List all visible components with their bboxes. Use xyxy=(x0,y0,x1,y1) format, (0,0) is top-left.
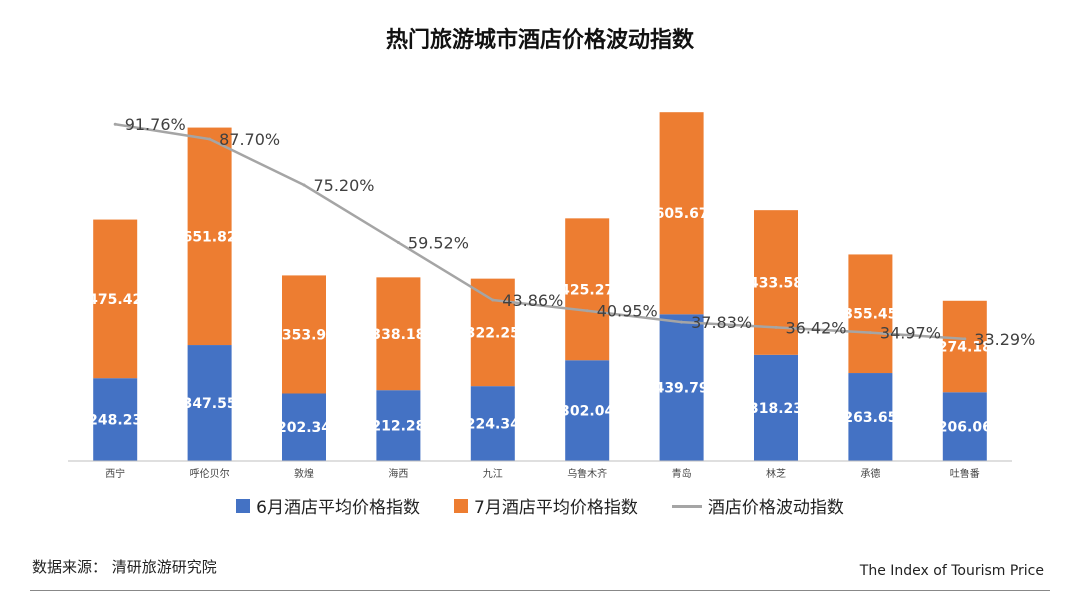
bar-label-july-8: 355.45 xyxy=(843,307,897,323)
fluctuation-point-4 xyxy=(491,298,495,302)
bar-label-june-0: 248.23 xyxy=(88,413,142,429)
x-tick-label-6: 青岛 xyxy=(672,467,692,480)
bar-july-9 xyxy=(942,300,987,393)
bar-labels-layer: 248.23 475.42 347.55 651.82 202.34 353.9 212.2… xyxy=(88,206,992,436)
bar-label-june-9: 206.06 xyxy=(938,420,992,436)
bar-july-0 xyxy=(93,219,138,379)
fluctuation-point-8 xyxy=(868,331,872,335)
bar-label-july-3: 338.18 xyxy=(371,327,425,343)
fluctuation-point-6 xyxy=(680,320,684,324)
bar-label-july-4: 322.25 xyxy=(466,325,520,341)
fluctuation-label-7: 36.42% xyxy=(785,318,846,337)
fluctuation-label-2: 75.20% xyxy=(313,176,374,195)
fluctuation-line xyxy=(115,123,965,341)
fluctuation-label-4: 43.86% xyxy=(502,291,563,310)
x-labels-layer: 西宁 呼伦贝尔 敦煌 海西 九江 乌鲁木齐 青岛 林芝 承德 吐鲁番 xyxy=(105,467,980,480)
x-tick-label-4: 九江 xyxy=(483,468,503,480)
fluctuation-point-7 xyxy=(774,325,778,329)
bar-july-3 xyxy=(376,277,421,391)
legend-item-july: 7月酒店平均价格指数 xyxy=(454,493,638,518)
bar-july-6 xyxy=(659,112,704,315)
x-tick-label-8: 承德 xyxy=(860,467,880,480)
bar-label-june-3: 212.28 xyxy=(371,419,425,435)
legend-swatch-fluctuation xyxy=(671,504,702,508)
fluctuation-point-2 xyxy=(302,183,306,187)
fluctuation-label-9: 33.29% xyxy=(974,330,1035,349)
fluctuation-point-9 xyxy=(963,337,967,341)
legend-label-fluctuation: 酒店价格波动指数 xyxy=(707,498,844,518)
legend-swatch-june xyxy=(236,498,251,513)
line-layer: 91.76% 87.70% 75.20% 59.52% 43.86% 40.95% 37.8… xyxy=(113,115,1035,349)
fluctuation-label-6: 37.83% xyxy=(691,313,752,332)
x-tick-label-5: 乌鲁木齐 xyxy=(567,467,607,480)
bar-label-july-5: 425.27 xyxy=(560,282,614,298)
legend-label-june: 6月酒店平均价格指数 xyxy=(256,498,420,518)
bar-label-june-1: 347.55 xyxy=(183,396,237,412)
footer-divider xyxy=(30,590,1050,591)
bar-july-2 xyxy=(282,275,326,394)
bar-july-7 xyxy=(754,210,798,355)
bar-label-june-4: 224.34 xyxy=(466,417,520,433)
fluctuation-label-8: 34.97% xyxy=(880,324,941,343)
fluctuation-label-1: 87.70% xyxy=(219,130,280,149)
fluctuation-point-3 xyxy=(396,241,400,245)
brand-text: The Index of Tourism Price xyxy=(859,563,1044,579)
x-tick-label-7: 林芝 xyxy=(766,467,786,480)
bar-june-2 xyxy=(282,393,326,461)
bar-july-5 xyxy=(565,218,610,361)
bar-july-8 xyxy=(848,254,893,374)
bar-label-july-1: 651.82 xyxy=(183,229,237,245)
fluctuation-point-1 xyxy=(208,137,212,141)
bar-june-6 xyxy=(659,314,704,461)
bars-layer xyxy=(93,112,987,461)
bar-label-june-6: 439.79 xyxy=(655,381,709,397)
bar-label-june-2: 202.34 xyxy=(277,420,331,436)
bar-label-july-9: 274.18 xyxy=(938,340,992,356)
legend-swatch-july xyxy=(454,498,468,513)
legend-item-june: 6月酒店平均价格指数 xyxy=(236,493,420,518)
bar-label-july-6: 605.67 xyxy=(655,206,709,222)
bar-june-1 xyxy=(187,345,232,461)
fluctuation-point-0 xyxy=(113,122,117,126)
bar-june-7 xyxy=(754,354,798,461)
x-tick-label-3: 海西 xyxy=(388,467,408,480)
bar-label-july-2: 353.9 xyxy=(282,327,326,343)
bar-june-4 xyxy=(470,386,515,461)
legend-label-july: 7月酒店平均价格指数 xyxy=(474,498,638,518)
bar-june-3 xyxy=(376,390,421,461)
fluctuation-point-5 xyxy=(585,309,589,313)
x-tick-label-1: 呼伦贝尔 xyxy=(190,467,230,480)
fluctuation-label-3: 59.52% xyxy=(408,234,469,253)
bar-label-june-8: 263.65 xyxy=(843,410,897,426)
bar-label-june-7: 318.23 xyxy=(749,401,803,417)
x-tick-label-2: 敦煌 xyxy=(294,467,314,480)
x-tick-label-0: 西宁 xyxy=(105,467,125,480)
fluctuation-label-5: 40.95% xyxy=(597,302,658,321)
bar-label-july-0: 475.42 xyxy=(88,292,142,308)
bar-july-4 xyxy=(470,278,515,387)
bar-june-0 xyxy=(93,378,138,461)
bar-june-9 xyxy=(942,392,987,461)
legend-item-fluctuation: 酒店价格波动指数 xyxy=(671,493,844,518)
legend: 6月酒店平均价格指数 7月酒店平均价格指数 酒店价格波动指数 xyxy=(0,493,1080,518)
bar-june-5 xyxy=(565,360,610,461)
x-tick-label-9: 吐鲁番 xyxy=(950,467,980,480)
chart-title: 热门旅游城市酒店价格波动指数 xyxy=(385,28,694,53)
data-source: 数据来源： 清研旅游研究院 xyxy=(32,558,217,576)
fluctuation-label-0: 91.76% xyxy=(125,115,186,134)
bar-label-june-5: 302.04 xyxy=(560,404,614,420)
bar-june-8 xyxy=(848,373,893,461)
bar-july-1 xyxy=(187,127,232,346)
bar-label-july-7: 433.58 xyxy=(749,275,803,291)
